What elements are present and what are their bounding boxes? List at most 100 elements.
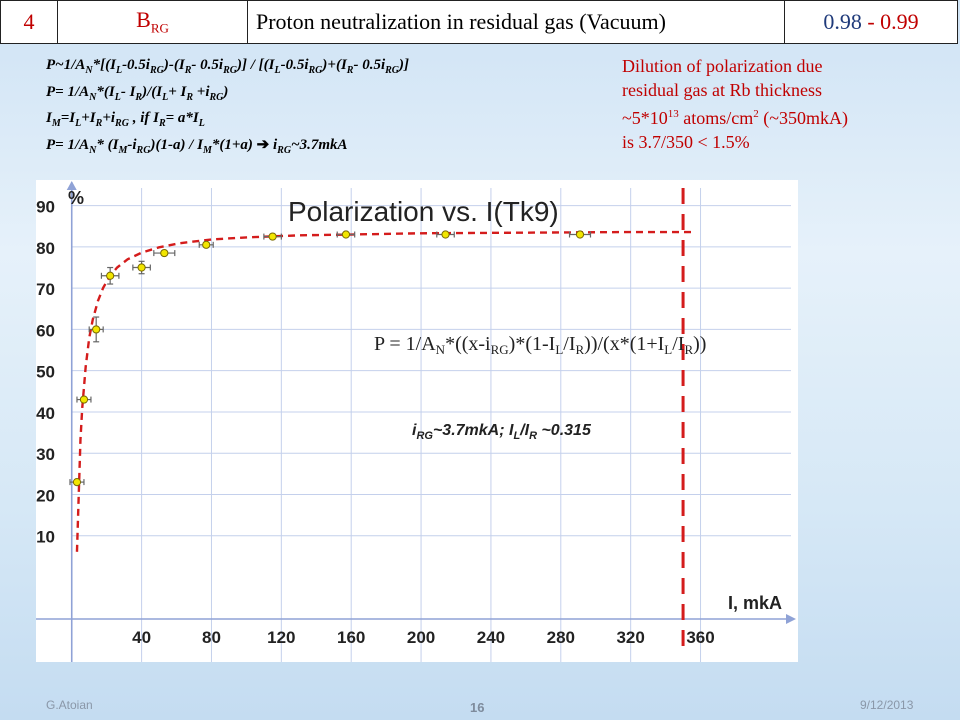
footer-page-number: 16	[470, 700, 485, 715]
formula-text: +i	[102, 110, 116, 126]
formula-part: ))	[693, 333, 706, 355]
formula-text: P= 1/A	[46, 136, 90, 153]
formula-text: )(1-a) / I	[150, 136, 203, 153]
annotation-part: i	[412, 422, 417, 439]
formula-part: )*(1-I	[509, 333, 556, 355]
formula-subscript: L	[115, 65, 123, 76]
fit-formula: P = 1/AN*((x-iRG)*(1-IL/IR))/(x*(1+IL/IR…	[374, 333, 706, 357]
formula-text: )+(I	[322, 57, 347, 73]
x-tick-label: 120	[267, 628, 295, 647]
formula-text: - I	[120, 83, 136, 100]
chart-title: Polarization vs. I(Tk9)	[288, 196, 559, 227]
formula-text: )] / [(I	[236, 57, 275, 73]
formula-sub: R	[684, 342, 693, 357]
formula-sub: L	[555, 342, 563, 357]
formula-line-1: P~1/AN*[(IL-0.5iRG)-(IR- 0.5iRG)] / [(IL…	[46, 55, 606, 82]
formula-part: ))/(x*(1+I	[584, 333, 664, 355]
formula-text: *(I	[96, 83, 115, 100]
formula-text: = a*I	[165, 110, 199, 126]
y-tick-label: 90	[36, 198, 55, 217]
value-separator: -	[861, 9, 881, 34]
data-points	[72, 230, 585, 487]
formula-text: )-(I	[163, 57, 185, 73]
formula-subscript: L	[162, 91, 169, 103]
error-bars	[69, 231, 592, 486]
data-point	[137, 263, 146, 272]
item-symbol: BRG	[57, 0, 248, 44]
item-number: 4	[0, 0, 58, 44]
formula-subscript: RG	[308, 65, 323, 76]
dilution-line-4: is 3.7/350 < 1.5%	[622, 132, 750, 152]
x-tick-label: 160	[337, 628, 365, 647]
data-point	[268, 232, 277, 241]
formula-subscript: R	[95, 118, 103, 129]
item-description: Proton neutralization in residual gas (V…	[247, 0, 785, 44]
symbol-subscript: RG	[150, 20, 169, 36]
formula-text: *[(I	[92, 57, 116, 73]
formula-text: )	[223, 83, 229, 100]
x-tick-label: 40	[132, 628, 151, 647]
chart-panel: 10 20 30 40 50 60 70 80 90 40 80 120 160 200 240 280 320…	[36, 180, 798, 662]
formula-subscript: R	[346, 65, 354, 76]
formula-subscript: L	[198, 118, 205, 129]
formula-text: *(1+a)	[211, 136, 257, 153]
annotation-sub: L	[513, 430, 520, 442]
formula-subscript: RG	[149, 65, 164, 76]
formula-subscript: L	[274, 65, 281, 76]
formula-text: * (I	[96, 136, 119, 153]
dilution-exponent-2: 2	[753, 108, 759, 120]
header-row: 4 BRG Proton neutralization in residual …	[0, 0, 958, 44]
data-point	[72, 477, 82, 487]
formula-subscript: RG	[136, 144, 151, 156]
y-tick-label: 70	[36, 280, 55, 299]
tick-labels: 10 20 30 40 50 60 70 80 90 40 80 120 160 200 240 280 320…	[36, 198, 715, 647]
formula-sub: RG	[491, 342, 509, 357]
formula-subscript: M	[51, 118, 61, 129]
formula-part: *((x-i	[445, 333, 491, 355]
formula-subscript: RG	[385, 65, 400, 76]
dilution-note: Dilution of polarization due residual ga…	[622, 54, 942, 154]
formula-text: P= 1/A	[46, 83, 90, 100]
y-axis-label: %	[68, 188, 84, 208]
formula-subscript: M	[202, 144, 212, 156]
y-tick-label: 30	[36, 445, 55, 464]
data-point	[160, 248, 169, 258]
formula-part: /I	[563, 333, 575, 355]
formula-subscript: RG	[115, 118, 129, 129]
data-point	[79, 395, 89, 404]
fit-series	[75, 230, 696, 552]
formula-part: /I	[672, 333, 684, 355]
annotation-sub: RG	[416, 430, 433, 442]
dilution-line-3: ~5*1013 atoms/cm2 (~350mkA)	[622, 102, 942, 130]
x-tick-label: 360	[686, 628, 714, 647]
y-tick-label: 40	[36, 404, 55, 423]
dilution-line-1: Dilution of polarization due	[622, 56, 823, 76]
y-tick-label: 50	[36, 363, 55, 382]
annotation-sub: R	[529, 430, 537, 442]
x-tick-label: 240	[477, 628, 505, 647]
formula-subscript: L	[75, 118, 82, 129]
formula-text: +I	[81, 110, 96, 126]
formula-text: i	[269, 136, 278, 153]
formula-sub: L	[664, 342, 672, 357]
formula-text: + I	[168, 83, 187, 100]
y-axis-arrow	[66, 181, 77, 190]
data-point	[202, 240, 211, 249]
formula-line-2: P= 1/AN*(IL- IR)/(IL+ IR +iRG)	[46, 82, 606, 109]
axes	[36, 181, 796, 662]
dilution-line-2: residual gas at Rb thickness	[622, 80, 822, 100]
formula-text: - 0.5i	[191, 57, 224, 73]
x-tick-label: 80	[202, 628, 221, 647]
x-tick-label: 320	[616, 628, 644, 647]
symbol-base: B	[136, 7, 151, 33]
value-low: 0.98	[823, 9, 862, 34]
annotation-part: ~3.7mkA; I	[433, 422, 514, 439]
header-table: 4 BRG Proton neutralization in residual …	[0, 0, 958, 44]
data-point	[575, 230, 585, 239]
formula-text: =I	[60, 110, 76, 126]
y-tick-label: 80	[36, 239, 55, 258]
dilution-line-3c: (~350mkA)	[758, 108, 848, 128]
y-tick-label: 10	[36, 528, 55, 547]
formula-part: P = 1/A	[374, 333, 436, 355]
value-high: 0.99	[880, 9, 919, 34]
